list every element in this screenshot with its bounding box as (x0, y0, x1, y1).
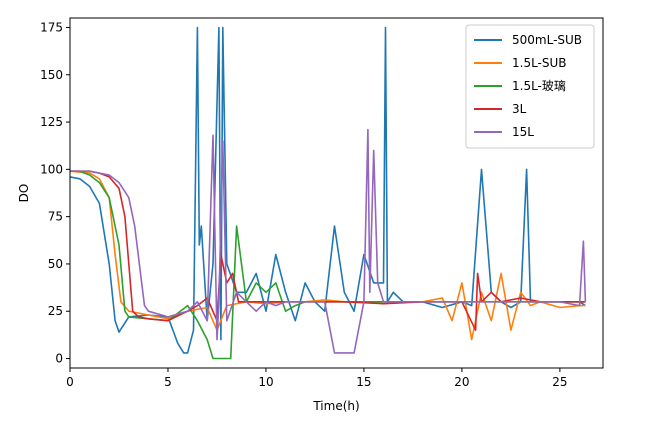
x-tick-label: 10 (258, 375, 273, 389)
y-tick-label: 0 (55, 352, 63, 366)
axis-layer: 0 5 10 15 20 25 0 25 50 75 100 125 150 175 (40, 20, 567, 389)
series-line-4 (70, 128, 587, 354)
y-tick-label: 175 (40, 20, 63, 34)
x-tick-label: 5 (164, 375, 172, 389)
x-axis-label: Time(h) (312, 399, 359, 413)
y-tick-label: 50 (48, 257, 63, 271)
plot-frame (69, 17, 604, 369)
y-tick-label: 75 (48, 210, 63, 224)
y-tick-label: 150 (40, 68, 63, 82)
y-tick-label: 100 (40, 162, 63, 176)
legend-label: 500mL-SUB (512, 33, 582, 47)
y-tick-label: 25 (48, 304, 63, 318)
series-line-3 (70, 170, 586, 332)
legend-label: 3L (512, 102, 527, 116)
y-tick-label: 125 (40, 115, 63, 129)
legend-label: 1.5L-玻璃 (512, 79, 566, 93)
legend: 500mL-SUB 1.5L-SUB 1.5L-玻璃 3L 15L (465, 24, 595, 149)
x-tick-label: 0 (66, 375, 74, 389)
y-axis-label: DO (17, 184, 31, 203)
series-line-2 (70, 170, 586, 360)
legend-label: 15L (512, 125, 534, 139)
series-layer (70, 26, 587, 360)
x-tick-label: 25 (552, 375, 567, 389)
x-tick-label: 15 (356, 375, 371, 389)
legend-box (465, 24, 595, 149)
legend-label: 1.5L-SUB (512, 56, 567, 70)
x-tick-label: 20 (454, 375, 469, 389)
